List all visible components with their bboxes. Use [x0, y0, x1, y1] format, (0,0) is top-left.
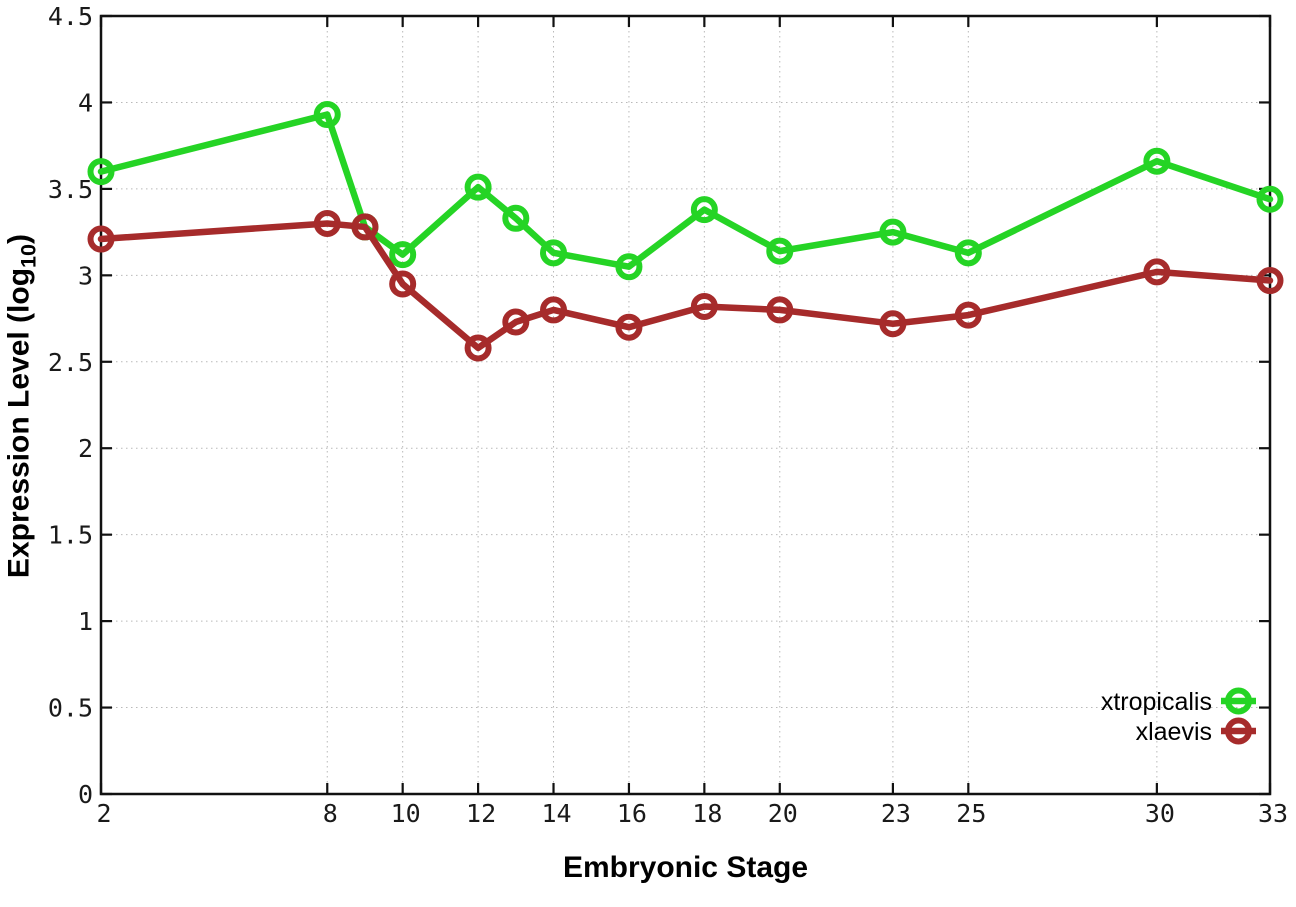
- y-axis-title-subscript: 10: [15, 243, 41, 268]
- series-point-xtropicalis: [879, 218, 907, 246]
- x-tick-label: 8: [323, 799, 338, 828]
- series-point-xlaevis: [389, 270, 417, 298]
- legend-label-xlaevis: xlaevis: [1136, 718, 1212, 746]
- series-point-xtropicalis: [540, 239, 568, 267]
- y-tick-label: 1: [78, 607, 93, 636]
- series-point-xlaevis: [690, 292, 718, 320]
- tick-marks: [99, 14, 1272, 796]
- x-tick-labels: 2 8 10 12 14 16 18 20 23 25 30 33: [96, 799, 1288, 828]
- y-tick-label: 0: [78, 780, 93, 809]
- series-xlaevis: [87, 209, 1284, 362]
- y-axis-title: Expression Level (log10): [3, 234, 42, 578]
- x-tick-label: 30: [1145, 799, 1175, 828]
- x-tick-label: 33: [1258, 799, 1288, 828]
- series-point-xlaevis: [1143, 258, 1171, 286]
- y-tick-label: 1.5: [48, 521, 93, 550]
- series-point-xlaevis: [502, 308, 530, 336]
- y-axis-title-text: Expression Level (log: [2, 267, 36, 579]
- legend-entry-xtropicalis: xtropicalis: [1101, 687, 1256, 716]
- series-point-xtropicalis: [1143, 147, 1171, 175]
- x-tick-label: 14: [541, 799, 571, 828]
- series-point-xtropicalis: [389, 241, 417, 269]
- y-tick-label: 4.5: [48, 2, 93, 31]
- y-tick-label: 3: [78, 261, 93, 290]
- series-point-xlaevis: [954, 301, 982, 329]
- series-point-xtropicalis: [954, 239, 982, 267]
- series-line-xlaevis: [97, 220, 1274, 352]
- series-point-xlaevis: [87, 225, 115, 253]
- series-point-xlaevis: [1256, 267, 1284, 295]
- series-xtropicalis: [87, 101, 1284, 281]
- legend-marker-xlaevis: [1225, 717, 1252, 745]
- x-tick-label: 10: [391, 799, 421, 828]
- legend-marker-xtropicalis: [1225, 687, 1252, 715]
- series-point-xlaevis: [540, 296, 568, 324]
- x-axis-title: Embryonic Stage: [562, 851, 809, 884]
- series-point-xtropicalis: [1256, 185, 1284, 213]
- series-point-xlaevis: [766, 296, 794, 324]
- y-tick-label: 3.5: [48, 175, 93, 204]
- series-point-xlaevis: [879, 310, 907, 338]
- gridlines: [101, 16, 1270, 794]
- x-tick-label: 12: [466, 799, 496, 828]
- x-tick-label: 25: [956, 799, 986, 828]
- y-tick-label: 0.5: [48, 694, 93, 723]
- y-tick-label: 2: [78, 434, 93, 463]
- series-line-xtropicalis: [97, 111, 1274, 270]
- series-point-xtropicalis: [313, 101, 341, 129]
- x-tick-label: 20: [768, 799, 798, 828]
- series-point-xlaevis: [464, 334, 492, 362]
- y-axis-title-close: ): [2, 233, 36, 244]
- series-point-xlaevis: [351, 213, 379, 241]
- series-point-xtropicalis: [690, 196, 718, 224]
- y-tick-label: 2.5: [48, 348, 93, 377]
- series-point-xlaevis: [313, 209, 341, 237]
- y-tick-label: 4: [78, 88, 93, 117]
- series-point-xtropicalis: [87, 158, 115, 186]
- y-tick-labels: 0 0.5 1 1.5 2 2.5 3 3.5 4 4.5: [48, 2, 93, 809]
- plot-border: [99, 14, 1272, 796]
- series-point-xtropicalis: [502, 204, 530, 232]
- x-tick-label: 2: [96, 799, 111, 828]
- x-tick-label: 18: [692, 799, 722, 828]
- series-point-xtropicalis: [766, 237, 794, 265]
- legend-label-xtropicalis: xtropicalis: [1101, 688, 1212, 716]
- series-point-xtropicalis: [464, 173, 492, 201]
- x-tick-label: 16: [617, 799, 647, 828]
- series-point-xlaevis: [615, 313, 643, 341]
- legend-entry-xlaevis: xlaevis: [1136, 717, 1256, 746]
- x-tick-label: 23: [881, 799, 911, 828]
- series-point-xtropicalis: [615, 253, 643, 281]
